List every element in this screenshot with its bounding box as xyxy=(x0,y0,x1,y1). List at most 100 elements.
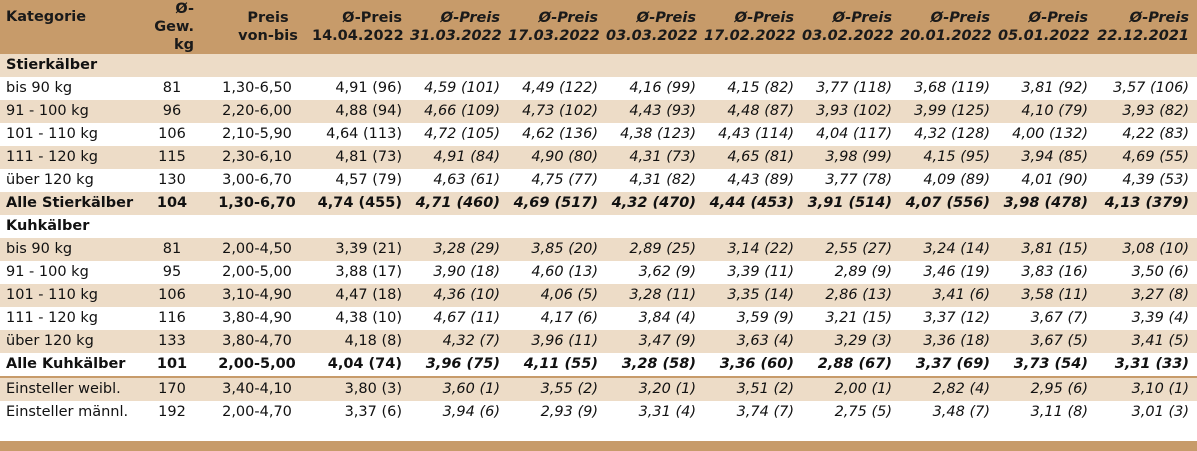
table-row: Einsteller weibl. 170 3,40-4,10 3,80 (3) 3,6… xyxy=(0,376,1197,401)
price-cell: 4,32 (128) xyxy=(914,126,990,142)
table-row: 111 - 120 kg 116 3,80-4,90 4,38 (10) 4,67 (1… xyxy=(0,307,1197,330)
price-cell: 2,82 (4) xyxy=(900,376,998,401)
price-cell: 4,22 (83) xyxy=(1122,126,1189,142)
row-price-range: 2,10-5,90 xyxy=(222,126,292,142)
price-cell: 4,38 (123) xyxy=(620,126,696,142)
price-cell: 3,62 (9) xyxy=(638,264,696,280)
price-cell: 4,47 (18) xyxy=(335,287,402,303)
header-price-date: 17.02.2022 xyxy=(704,28,796,44)
price-cell: 4,88 (94) xyxy=(335,103,402,119)
price-cell: 4,59 (101) xyxy=(424,80,500,96)
price-cell: 3,20 (1) xyxy=(606,376,704,401)
row-weight: 192 xyxy=(158,404,186,420)
row-label: Einsteller männl. xyxy=(6,404,129,420)
price-cell: 3,37 (69) xyxy=(900,353,998,377)
price-cell: 2,93 (9) xyxy=(540,404,598,420)
price-cell: 2,89 (25) xyxy=(629,241,696,257)
price-cell: 4,15 (95) xyxy=(923,149,990,165)
total-row-stierkaelber: Alle Stierkälber 104 1,30-6,70 4,74 (455) 4,… xyxy=(0,192,1197,215)
header-preis-line2: von-bis xyxy=(238,28,298,44)
price-cell: 4,43 (89) xyxy=(727,172,794,188)
row-label: 91 - 100 kg xyxy=(6,103,89,119)
price-cell: 4,66 (109) xyxy=(424,103,500,119)
price-cell: 4,65 (81) xyxy=(727,149,794,165)
price-cell: 4,09 (89) xyxy=(923,172,990,188)
price-cell: 3,81 (15) xyxy=(1021,241,1088,257)
price-cell: 4,91 (84) xyxy=(433,149,500,165)
row-weight: 101 xyxy=(142,353,202,377)
price-cell: 3,41 (5) xyxy=(1131,333,1189,349)
row-price-range: 2,00-4,50 xyxy=(222,241,292,257)
table-row: 101 - 110 kg 106 3,10-4,90 4,47 (18) 4,36 (1… xyxy=(0,284,1197,307)
price-cell: 3,36 (18) xyxy=(923,333,990,349)
price-cell: 4,38 (10) xyxy=(335,310,402,326)
price-cell: 4,32 (7) xyxy=(442,333,500,349)
header-price-col-8: Ø-Preis 22.12.2021 xyxy=(1096,0,1197,54)
price-cell: 4,60 (13) xyxy=(531,264,598,280)
header-preis-line1: Preis xyxy=(247,10,289,26)
row-price-range: 2,00-5,00 xyxy=(202,353,312,377)
header-preis-range: Preis von-bis xyxy=(202,0,312,54)
price-cell: 3,91 (514) xyxy=(802,192,900,215)
price-cell: 3,35 (14) xyxy=(727,287,794,303)
row-label: bis 90 kg xyxy=(6,80,73,96)
price-cell: 3,50 (6) xyxy=(1131,264,1189,280)
header-price-date: 22.12.2021 xyxy=(1097,28,1189,44)
price-cell: 3,28 (58) xyxy=(606,353,704,377)
price-cell: 3,88 (17) xyxy=(335,264,402,280)
price-cell: 3,41 (6) xyxy=(932,287,990,303)
price-cell: 3,99 (125) xyxy=(914,103,990,119)
price-cell: 2,89 (9) xyxy=(834,264,892,280)
price-cell: 3,67 (5) xyxy=(1030,333,1088,349)
price-cell: 3,11 (8) xyxy=(1030,404,1088,420)
header-price-col-0: Ø-Preis 14.04.2022 xyxy=(312,0,410,54)
price-cell: 3,67 (7) xyxy=(1030,310,1088,326)
row-price-range: 3,00-6,70 xyxy=(222,172,292,188)
section-header-kuhkaelber: Kuhkälber xyxy=(0,215,1197,238)
price-cell: 4,81 (73) xyxy=(335,149,402,165)
table-header-row: Kategorie Ø-Gew. kg Preis von-bis Ø-Prei… xyxy=(0,0,1197,54)
price-cell: 4,31 (82) xyxy=(629,172,696,188)
price-cell: 3,93 (102) xyxy=(816,103,892,119)
row-label: 111 - 120 kg xyxy=(6,149,99,165)
price-cell: 3,96 (75) xyxy=(410,353,508,377)
price-cell: 3,73 (54) xyxy=(998,353,1096,377)
row-label: Alle Kuhkälber xyxy=(0,353,142,377)
header-price-col-3: Ø-Preis 03.03.2022 xyxy=(606,0,704,54)
header-price-col-2: Ø-Preis 17.03.2022 xyxy=(508,0,606,54)
price-cell: 3,46 (19) xyxy=(923,264,990,280)
row-label: über 120 kg xyxy=(6,172,94,188)
price-cell: 4,57 (79) xyxy=(335,172,402,188)
price-cell: 3,51 (2) xyxy=(704,376,802,401)
row-weight: 115 xyxy=(158,149,186,165)
header-price-date: 03.03.2022 xyxy=(606,28,698,44)
row-label: 91 - 100 kg xyxy=(6,264,89,280)
row-weight: 133 xyxy=(158,333,186,349)
header-price-col-7: Ø-Preis 05.01.2022 xyxy=(998,0,1096,54)
price-cell: 4,67 (11) xyxy=(433,310,500,326)
calf-price-table: Kategorie Ø-Gew. kg Preis von-bis Ø-Prei… xyxy=(0,0,1197,420)
price-cell: 4,91 (96) xyxy=(335,80,402,96)
price-cell: 3,85 (20) xyxy=(531,241,598,257)
header-price-label: Ø-Preis xyxy=(734,10,794,26)
header-price-col-1: Ø-Preis 31.03.2022 xyxy=(410,0,508,54)
price-cell: 3,08 (10) xyxy=(1122,241,1189,257)
price-cell: 3,98 (99) xyxy=(825,149,892,165)
price-cell: 3,81 (92) xyxy=(1021,80,1088,96)
table-row: bis 90 kg 81 1,30-6,50 4,91 (96) 4,59 (101) 4… xyxy=(0,77,1197,100)
row-weight: 130 xyxy=(158,172,186,188)
price-cell: 3,36 (60) xyxy=(704,353,802,377)
price-cell: 3,80 (3) xyxy=(312,376,410,401)
row-weight: 81 xyxy=(162,241,182,257)
table-row: 91 - 100 kg 95 2,00-5,00 3,88 (17) 3,90 (18)… xyxy=(0,261,1197,284)
price-cell: 3,39 (4) xyxy=(1131,310,1189,326)
header-gewicht-line1: Ø-Gew. xyxy=(154,1,194,35)
row-price-range: 3,10-4,90 xyxy=(222,287,292,303)
price-cell: 4,44 (453) xyxy=(704,192,802,215)
row-price-range: 1,30-6,50 xyxy=(222,80,292,96)
row-label: Alle Stierkälber xyxy=(0,192,142,215)
price-cell: 2,75 (5) xyxy=(834,404,892,420)
price-cell: 4,73 (102) xyxy=(522,103,598,119)
price-cell: 4,13 (379) xyxy=(1096,192,1197,215)
price-cell: 4,72 (105) xyxy=(424,126,500,142)
